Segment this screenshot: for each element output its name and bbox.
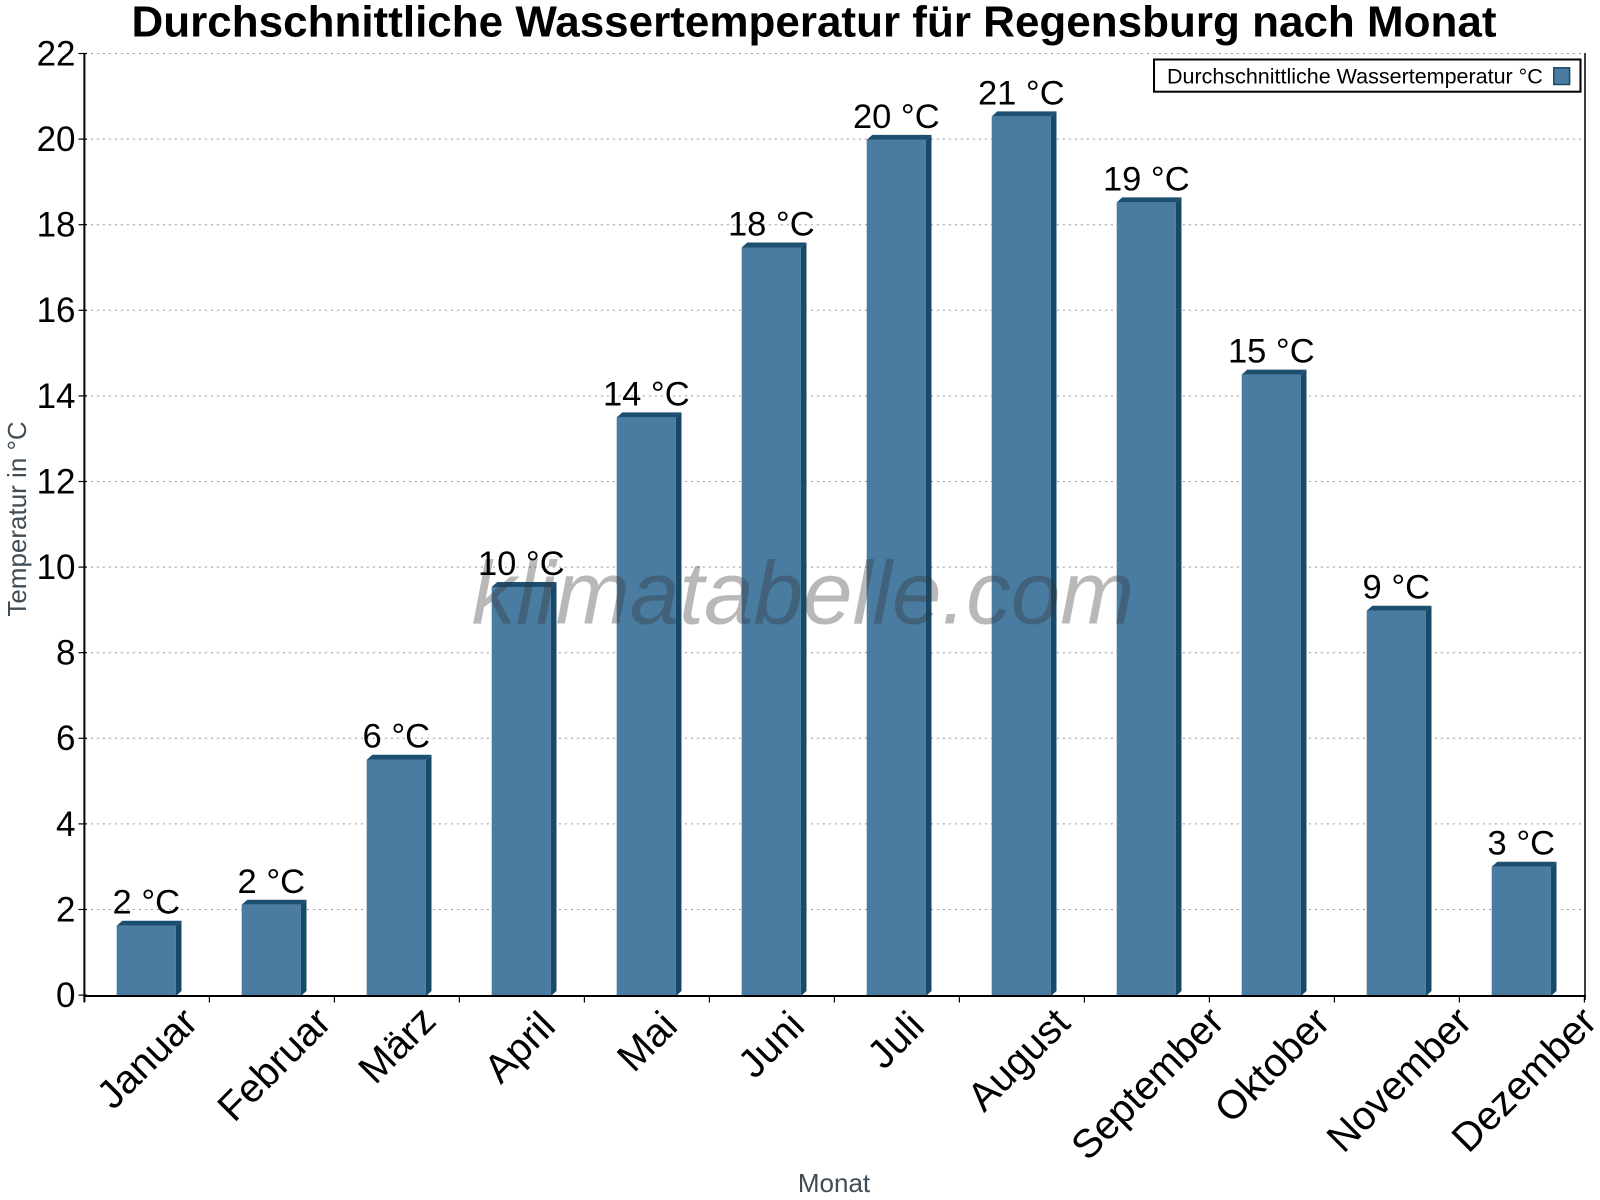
svg-text:8: 8 (56, 634, 75, 673)
svg-text:19 °C: 19 °C (1103, 160, 1190, 198)
svg-text:Durchschnittliche Wassertemper: Durchschnittliche Wassertemperatur °C (1167, 65, 1543, 89)
svg-text:18 °C: 18 °C (728, 206, 815, 244)
svg-text:10: 10 (37, 548, 76, 587)
svg-text:Temperatur in °C: Temperatur in °C (2, 421, 32, 616)
svg-text:2: 2 (56, 890, 75, 929)
svg-text:18: 18 (37, 206, 76, 245)
svg-text:Durchschnittliche Wassertemper: Durchschnittliche Wassertemperatur für R… (132, 0, 1497, 46)
svg-text:14 °C: 14 °C (603, 375, 690, 413)
svg-text:20 °C: 20 °C (853, 98, 940, 136)
svg-text:21 °C: 21 °C (978, 74, 1065, 112)
svg-text:6 °C: 6 °C (363, 718, 430, 756)
svg-text:2 °C: 2 °C (113, 884, 180, 922)
svg-text:2 °C: 2 °C (238, 863, 305, 901)
svg-text:15 °C: 15 °C (1228, 333, 1315, 371)
svg-text:20: 20 (37, 120, 76, 159)
svg-text:3 °C: 3 °C (1488, 825, 1555, 863)
svg-text:4: 4 (56, 805, 75, 844)
svg-text:0: 0 (56, 976, 75, 1015)
svg-text:12: 12 (37, 462, 76, 501)
svg-text:16: 16 (37, 291, 76, 330)
svg-text:Monat: Monat (798, 1168, 871, 1198)
svg-text:22: 22 (37, 34, 76, 73)
svg-text:klimatabelle.com: klimatabelle.com (472, 543, 1135, 643)
svg-text:6: 6 (56, 719, 75, 758)
svg-text:9 °C: 9 °C (1363, 569, 1430, 607)
svg-text:14: 14 (37, 377, 76, 416)
svg-text:10 °C: 10 °C (478, 545, 565, 583)
